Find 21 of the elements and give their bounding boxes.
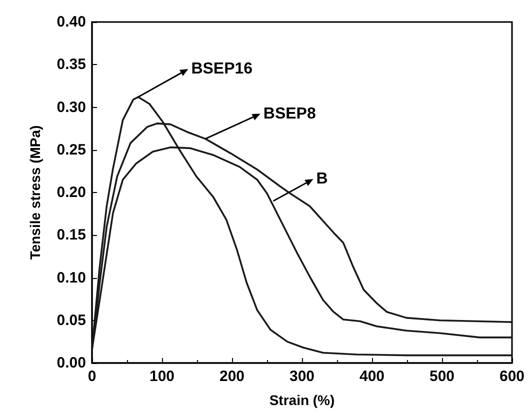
x-axis-title: Strain (%) [269,392,335,408]
annotation: B [316,170,328,188]
y-tick-label: 0.40 [56,14,86,30]
y-tick-label: 0.25 [56,141,86,158]
y-tick-label: 0.15 [56,226,86,244]
y-tick-label: 0.30 [56,98,86,116]
y-axis-title: Tensile stress (MPa) [27,125,43,260]
y-tick-label: 0.20 [56,184,86,201]
y-tick-label: 0.10 [56,269,86,286]
x-tick-label: 0 [88,368,96,385]
x-tick-label: 500 [429,368,455,385]
x-tick-label: 100 [149,368,175,385]
y-tick-label: 0.05 [56,312,86,329]
annotation: BSEP8 [263,105,316,122]
y-tick-label: 0.35 [56,56,86,74]
x-tick-label: 600 [499,368,525,385]
y-tick-label: 0.00 [56,354,86,372]
x-tick-label: 300 [289,368,315,385]
x-tick-label: 200 [219,368,245,385]
annotation: BSEP16 [191,60,253,78]
x-tick-label: 400 [359,368,385,385]
